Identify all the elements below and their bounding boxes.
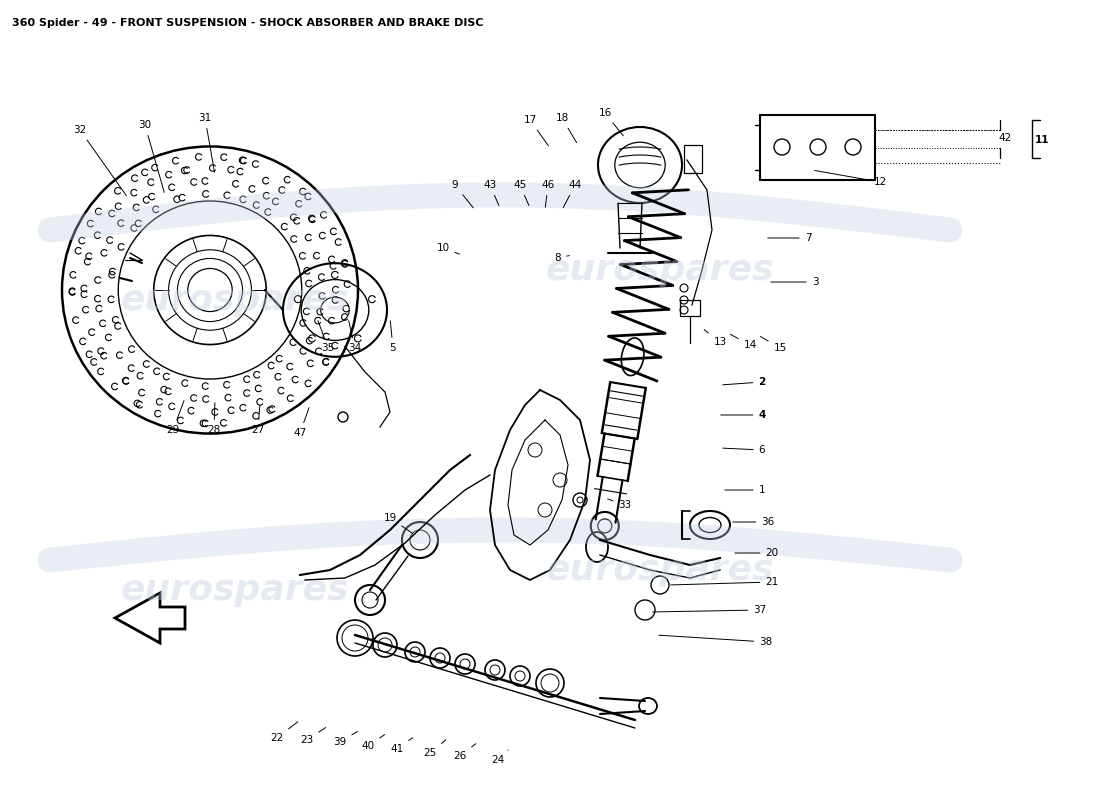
Text: 11: 11 [1035,135,1049,145]
Text: 33: 33 [607,499,631,510]
Text: eurospares: eurospares [546,253,774,287]
Text: 36: 36 [733,517,774,527]
Text: 5: 5 [389,321,396,353]
Text: 12: 12 [815,170,887,187]
Text: 23: 23 [300,727,326,745]
Text: eurospares: eurospares [121,283,350,317]
Text: 10: 10 [437,243,460,254]
Text: 1: 1 [725,485,766,495]
Text: 18: 18 [556,113,576,142]
Text: eurospares: eurospares [121,573,350,607]
Text: 41: 41 [390,738,412,754]
Text: 3: 3 [771,277,818,287]
Text: 43: 43 [483,180,499,206]
Text: 34: 34 [349,321,362,353]
Text: 32: 32 [74,125,126,196]
Text: 8: 8 [554,253,570,263]
Text: 37: 37 [652,605,767,615]
Bar [684,145,702,173]
Text: 19: 19 [384,513,412,534]
Text: 39: 39 [333,731,358,747]
Text: 30: 30 [139,120,164,192]
Text: 360 Spider - 49 - FRONT SUSPENSION - SHOCK ABSORBER AND BRAKE DISC: 360 Spider - 49 - FRONT SUSPENSION - SHO… [12,18,484,28]
Text: 25: 25 [424,740,446,758]
Text: 17: 17 [524,115,549,146]
Bar [680,300,700,316]
Text: 21: 21 [671,577,779,587]
Text: 9: 9 [452,180,473,208]
Text: 42: 42 [999,133,1012,143]
Text: 7: 7 [768,233,812,243]
Text: 29: 29 [166,401,184,435]
Text: 27: 27 [252,406,265,435]
Text: 28: 28 [208,402,221,435]
Text: 20: 20 [735,548,779,558]
Text: 38: 38 [659,635,772,647]
Text: 15: 15 [760,337,786,353]
Text: 14: 14 [730,334,757,350]
Text: 46: 46 [541,180,554,207]
Text: 4: 4 [720,410,766,420]
Text: 13: 13 [704,330,727,347]
Text: 22: 22 [271,722,298,743]
FancyArrow shape [116,593,185,643]
Text: eurospares: eurospares [546,553,774,587]
Text: 45: 45 [514,180,529,206]
Text: 24: 24 [492,750,508,765]
Text: 2: 2 [723,377,766,387]
Text: 31: 31 [198,113,214,172]
Text: 40: 40 [362,734,385,751]
Text: 6: 6 [723,445,766,455]
Text: 44: 44 [563,180,582,207]
Text: 35: 35 [318,321,334,353]
Text: 16: 16 [598,108,624,136]
Text: 26: 26 [453,744,476,761]
Text: 47: 47 [294,408,309,438]
